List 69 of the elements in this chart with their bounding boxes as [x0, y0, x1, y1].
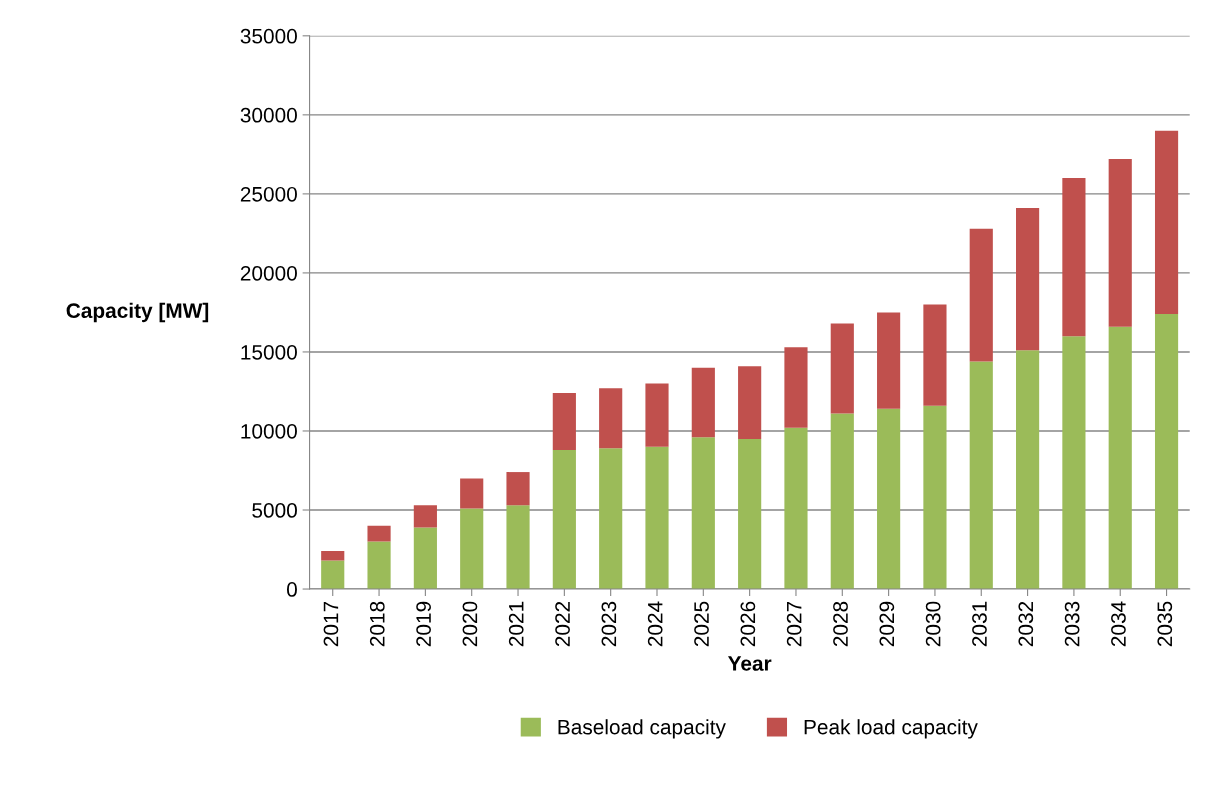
bar: [599, 448, 623, 590]
x-tick-label: 2034: [1111, 601, 1126, 647]
bar: [321, 560, 345, 590]
x-tick-label: 2035: [1157, 601, 1173, 647]
bar: [552, 393, 576, 450]
legend-label: Peak load capacity: [804, 719, 978, 739]
x-tick-label: 2021: [508, 601, 524, 647]
bar: [460, 478, 484, 509]
bar: [552, 449, 576, 590]
y-tick-label: 25000: [240, 186, 297, 202]
bar: [506, 505, 530, 590]
x-tick-label: 2029: [879, 601, 895, 647]
legend-label: Baseload capacity: [558, 719, 726, 739]
bar: [599, 388, 623, 449]
bar: [1154, 130, 1179, 315]
y-tick-label: 10000: [241, 423, 297, 439]
bar: [1108, 326, 1132, 590]
x-tick-label: 2018: [369, 601, 385, 647]
bar: [923, 304, 947, 406]
x-tick-label: 2019: [416, 601, 431, 647]
bar: [784, 427, 808, 590]
bar: [1016, 350, 1040, 590]
bar: [413, 527, 437, 590]
x-tick-label: 2023: [601, 601, 617, 647]
bar: [830, 413, 854, 590]
y-tick-label: 5000: [252, 503, 297, 518]
bar: [969, 228, 993, 362]
x-tick-label: 2027: [786, 601, 802, 647]
y-tick-label: 30000: [240, 107, 297, 123]
x-tick-label: 2026: [740, 601, 756, 647]
bar: [321, 551, 345, 561]
bar: [460, 508, 484, 590]
bar: [645, 383, 669, 447]
x-tick-label: 2031: [972, 601, 987, 647]
bar: [1154, 314, 1179, 590]
bar: [784, 347, 808, 428]
y-axis-title: Capacity [MW]: [66, 302, 209, 323]
bar: [367, 541, 391, 590]
x-tick-label: 2028: [833, 601, 848, 647]
bar: [877, 312, 901, 409]
bar: [506, 472, 530, 506]
bar: [877, 408, 901, 590]
y-tick-label: 35000: [240, 28, 297, 44]
bar: [738, 438, 762, 590]
y-tick-label: 15000: [241, 344, 297, 360]
x-tick-label: 2017: [323, 601, 339, 647]
bar: [367, 525, 391, 542]
bar: [1108, 159, 1132, 327]
bar: [413, 505, 437, 528]
x-axis-title: Year: [727, 656, 772, 671]
bar: [691, 437, 715, 590]
bar: [923, 405, 947, 590]
x-tick-label: 2032: [1018, 601, 1034, 647]
x-tick-label: 2024: [647, 601, 663, 647]
y-tick-label: 20000: [240, 265, 297, 281]
bar: [645, 446, 669, 590]
bar: [1062, 336, 1086, 590]
bar: [969, 361, 993, 590]
y-tick-label: 0: [286, 582, 297, 597]
x-tick-label: 2025: [694, 601, 709, 647]
bar: [1016, 208, 1040, 351]
bar: [1062, 178, 1086, 337]
x-tick-label: 2022: [555, 601, 570, 647]
bar: [738, 366, 762, 439]
x-tick-label: 2020: [462, 601, 478, 647]
bar: [691, 367, 715, 438]
x-tick-label: 2030: [925, 601, 941, 647]
bar: [830, 323, 854, 414]
x-tick-label: 2033: [1064, 601, 1080, 647]
